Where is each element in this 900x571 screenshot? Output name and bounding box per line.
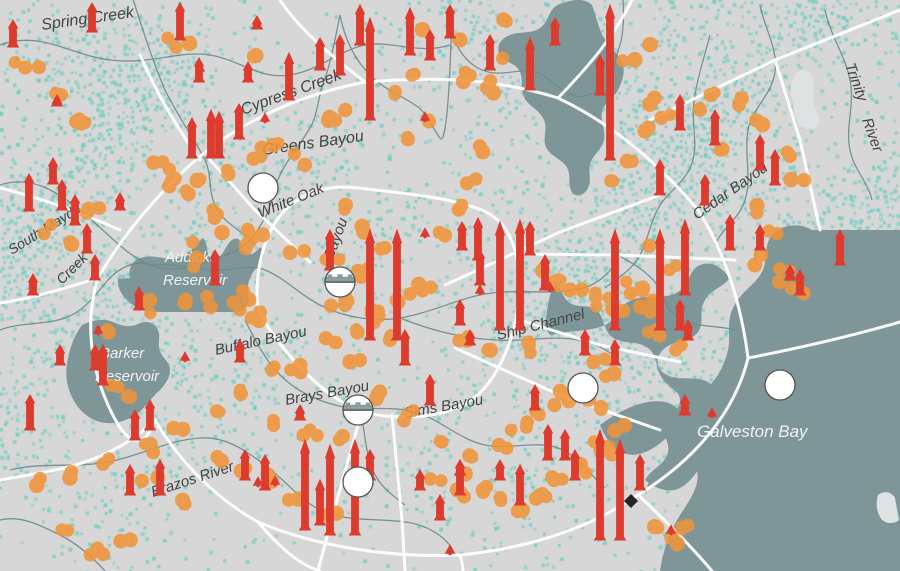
- svg-text:River: River: [858, 116, 886, 156]
- svg-text:Trinity: Trinity: [841, 61, 871, 106]
- svg-text:Galveston Bay: Galveston Bay: [697, 422, 809, 441]
- svg-text:Buffalo Bayou: Buffalo Bayou: [213, 323, 309, 359]
